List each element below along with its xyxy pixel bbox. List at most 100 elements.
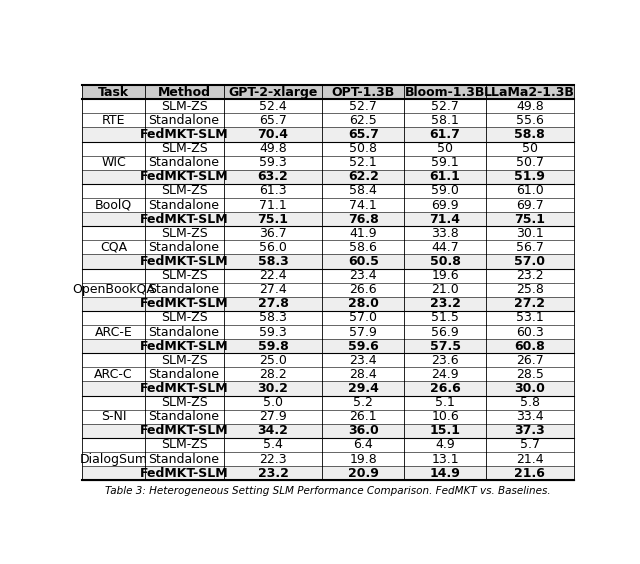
Bar [83,424,573,438]
Text: Standalone: Standalone [148,452,220,465]
Text: LLaMa2-1.3B: LLaMa2-1.3B [484,86,575,99]
Text: 23.4: 23.4 [349,354,377,367]
Text: 34.2: 34.2 [257,424,289,437]
Bar [83,127,573,142]
Text: 70.4: 70.4 [257,128,289,141]
Text: 58.1: 58.1 [431,114,459,127]
Text: 65.7: 65.7 [348,128,379,141]
Text: SLM-ZS: SLM-ZS [161,269,207,282]
Text: ARC-C: ARC-C [94,368,133,381]
Text: 30.1: 30.1 [516,227,543,240]
Text: 60.5: 60.5 [348,255,379,268]
Text: 26.1: 26.1 [349,410,377,423]
Text: 62.2: 62.2 [348,170,379,183]
Text: 71.4: 71.4 [429,213,461,226]
Text: 26.6: 26.6 [429,382,461,395]
Text: FedMKT-SLM: FedMKT-SLM [140,340,228,352]
Text: 23.2: 23.2 [516,269,543,282]
Text: 33.8: 33.8 [431,227,459,240]
Text: SLM-ZS: SLM-ZS [161,184,207,197]
Text: 59.3: 59.3 [259,325,287,338]
Text: 28.0: 28.0 [348,297,379,310]
Text: Standalone: Standalone [148,410,220,423]
Text: 23.4: 23.4 [349,269,377,282]
Text: 19.8: 19.8 [349,452,377,465]
Text: 76.8: 76.8 [348,213,379,226]
Text: 5.1: 5.1 [435,396,455,409]
Text: 27.9: 27.9 [259,410,287,423]
Text: 6.4: 6.4 [353,438,373,451]
Text: FedMKT-SLM: FedMKT-SLM [140,424,228,437]
Text: 61.0: 61.0 [516,184,543,197]
Text: 13.1: 13.1 [431,452,459,465]
Text: 19.6: 19.6 [431,269,459,282]
Text: 27.8: 27.8 [257,297,289,310]
Text: 58.6: 58.6 [349,241,377,254]
Text: 23.2: 23.2 [257,466,289,480]
Text: 57.0: 57.0 [349,311,377,324]
Text: SLM-ZS: SLM-ZS [161,142,207,155]
Text: 52.7: 52.7 [349,100,377,113]
Text: 58.8: 58.8 [515,128,545,141]
Text: 22.4: 22.4 [259,269,287,282]
Text: FedMKT-SLM: FedMKT-SLM [140,382,228,395]
Text: FedMKT-SLM: FedMKT-SLM [140,170,228,183]
Text: 26.6: 26.6 [349,283,377,296]
Text: 5.4: 5.4 [263,438,283,451]
Text: 62.5: 62.5 [349,114,377,127]
Text: 23.6: 23.6 [431,354,459,367]
Text: Standalone: Standalone [148,199,220,212]
Text: 49.8: 49.8 [516,100,543,113]
Text: 50.8: 50.8 [349,142,377,155]
Bar [83,212,573,226]
Text: 56.0: 56.0 [259,241,287,254]
Text: 51.9: 51.9 [515,170,545,183]
Text: 41.9: 41.9 [349,227,377,240]
Text: Standalone: Standalone [148,283,220,296]
Text: 52.7: 52.7 [431,100,459,113]
Text: 25.8: 25.8 [516,283,544,296]
Text: 59.1: 59.1 [431,156,459,169]
Text: 22.3: 22.3 [259,452,287,465]
Text: 75.1: 75.1 [257,213,289,226]
Bar [83,466,573,480]
Text: FedMKT-SLM: FedMKT-SLM [140,297,228,310]
Text: FedMKT-SLM: FedMKT-SLM [140,255,228,268]
Text: OpenBookQA: OpenBookQA [72,283,155,296]
Text: 61.3: 61.3 [259,184,287,197]
Text: 57.5: 57.5 [429,340,461,352]
Text: 52.4: 52.4 [259,100,287,113]
Text: 44.7: 44.7 [431,241,459,254]
Text: FedMKT-SLM: FedMKT-SLM [140,128,228,141]
Text: FedMKT-SLM: FedMKT-SLM [140,213,228,226]
Text: 30.0: 30.0 [515,382,545,395]
Text: 36.0: 36.0 [348,424,379,437]
Text: 56.7: 56.7 [516,241,544,254]
Text: 5.8: 5.8 [520,396,540,409]
Text: 33.4: 33.4 [516,410,543,423]
Text: 37.3: 37.3 [515,424,545,437]
Text: 28.5: 28.5 [516,368,544,381]
Text: 57.0: 57.0 [515,255,545,268]
Text: 58.3: 58.3 [257,255,289,268]
Text: 50.7: 50.7 [516,156,544,169]
Text: 49.8: 49.8 [259,142,287,155]
Text: 14.9: 14.9 [429,466,461,480]
Text: 15.1: 15.1 [429,424,461,437]
Text: OPT-1.3B: OPT-1.3B [332,86,395,99]
Bar [83,297,573,311]
Text: Standalone: Standalone [148,325,220,338]
Text: SLM-ZS: SLM-ZS [161,311,207,324]
Text: Table 3: Heterogeneous Setting SLM Performance Comparison. FedMKT vs. Baselines.: Table 3: Heterogeneous Setting SLM Perfo… [105,486,551,496]
Text: SLM-ZS: SLM-ZS [161,100,207,113]
Text: 50: 50 [437,142,453,155]
Text: 21.4: 21.4 [516,452,543,465]
Text: Task: Task [98,86,129,99]
Text: GPT-2-xlarge: GPT-2-xlarge [228,86,317,99]
Text: Standalone: Standalone [148,368,220,381]
Text: 59.6: 59.6 [348,340,379,352]
Text: SLM-ZS: SLM-ZS [161,227,207,240]
Text: 5.0: 5.0 [263,396,283,409]
Text: 50: 50 [522,142,538,155]
Text: 21.6: 21.6 [515,466,545,480]
